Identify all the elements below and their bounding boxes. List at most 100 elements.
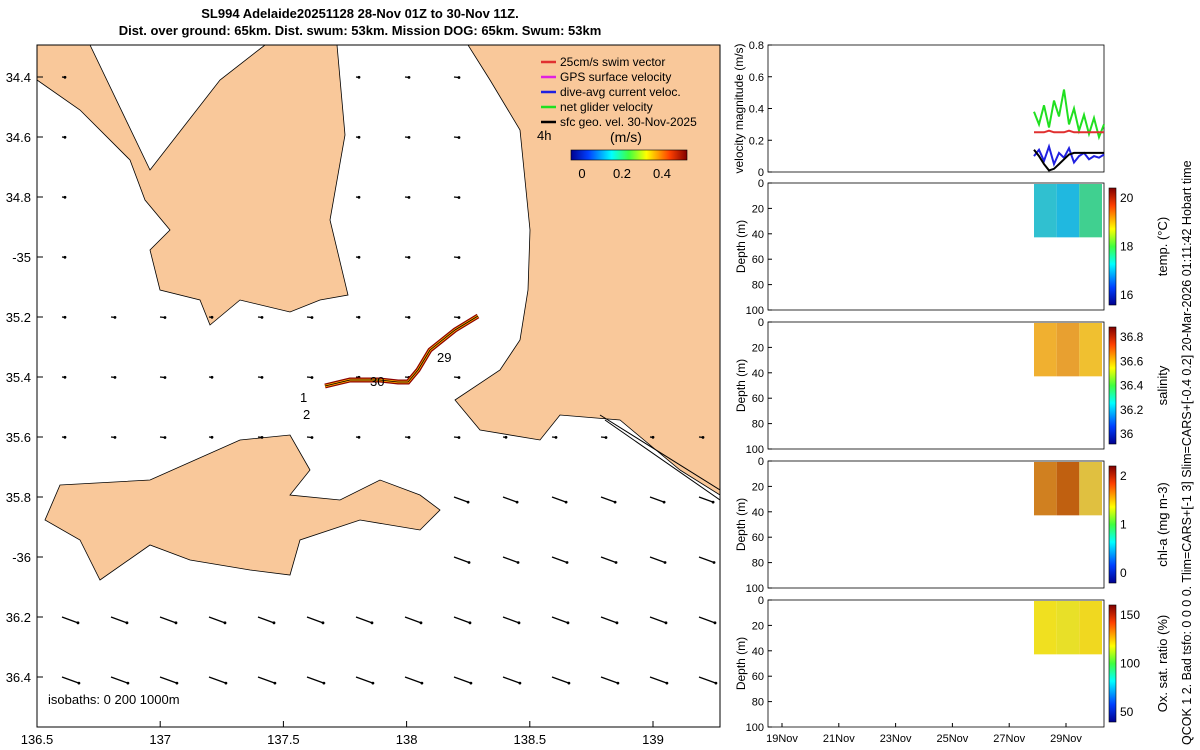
- y-axis-label: Depth (m): [734, 498, 748, 551]
- velocity-vector: [355, 616, 373, 624]
- time-tick-label: 29Nov: [1050, 733, 1082, 745]
- heatmap-cells: [1056, 601, 1080, 655]
- y-tick-label: 80: [752, 697, 764, 709]
- day-label-1: 1: [300, 390, 307, 405]
- y-tick-label: 40: [752, 646, 764, 658]
- vector-head: [613, 500, 617, 504]
- velocity-vector: [698, 616, 716, 624]
- vector-head: [604, 436, 608, 439]
- map-y-tick-label: -36: [12, 550, 31, 565]
- panel-colorbar: [1108, 604, 1117, 723]
- vector-head: [504, 435, 508, 439]
- y-tick-label: 60: [752, 671, 764, 683]
- vector-head: [272, 621, 276, 625]
- velocity-vector: [649, 556, 666, 564]
- map-y-tick-label: -35: [12, 250, 31, 265]
- velocity-vector: [600, 676, 619, 684]
- map-y-tick-label: 36.2: [6, 610, 31, 625]
- legend-label: net glider velocity: [560, 100, 653, 114]
- vector-head: [322, 681, 326, 685]
- vector-head: [113, 375, 117, 379]
- map-panel: 29 30 1 2 136.5 137 137.5 138 138.5 139 34.43…: [6, 44, 721, 747]
- series-line: [1034, 129, 1104, 134]
- panel-colorbar: [1108, 187, 1117, 306]
- vector-head: [63, 255, 67, 259]
- vector-head: [419, 621, 423, 625]
- y-tick-label: 60: [752, 393, 764, 405]
- velocity-vector: [502, 556, 519, 564]
- vector-head: [407, 135, 411, 139]
- vector-head: [310, 316, 314, 319]
- y-tick-label: 60: [752, 254, 764, 266]
- velocity-vector: [502, 616, 520, 624]
- vector-head: [76, 621, 80, 625]
- map-y-tick-label: 34.8: [6, 190, 31, 205]
- colorbar-unit: (m/s): [610, 129, 642, 145]
- vector-head: [518, 681, 522, 685]
- velocity-vector: [551, 556, 568, 564]
- velocity-vector: [208, 676, 227, 684]
- y-tick-label: 60: [752, 532, 764, 544]
- heatmap-cells: [1034, 184, 1057, 238]
- y-tick-label: 0.8: [749, 40, 764, 52]
- velocity-vector: [698, 496, 714, 503]
- map-x-tick-label: 137.5: [267, 732, 300, 747]
- day-label-29: 29: [437, 350, 451, 365]
- velocity-vector: [159, 676, 178, 684]
- velocity-vector: [551, 616, 569, 624]
- vector-head: [407, 255, 411, 259]
- title-line-2: Dist. over ground: 65km. Dist. swum: 53k…: [118, 23, 602, 38]
- map-y-tick-label: 34.4: [6, 70, 31, 85]
- velocity-vector: [551, 676, 570, 684]
- velocity-vector: [110, 616, 128, 624]
- colorbar-tick-label: 1: [1120, 518, 1127, 532]
- velocity-vector: [698, 676, 717, 684]
- panel-1: 0 20 40 60 80 100 Depth (m) 20 18 16 temp. (°C): [734, 178, 1170, 317]
- panel-colorbar: [1108, 326, 1117, 445]
- vector-head: [564, 500, 568, 504]
- vector-head: [466, 500, 470, 504]
- velocity-vector: [649, 496, 665, 503]
- vector-head: [711, 500, 715, 504]
- yorke-peninsula: [37, 45, 349, 326]
- vector-head: [357, 75, 361, 79]
- velocity-vector: [257, 616, 275, 624]
- vector-head: [407, 315, 411, 319]
- panel-frame: [767, 44, 1105, 173]
- y-tick-label: 0: [758, 595, 764, 607]
- series-line: [1033, 89, 1105, 141]
- y-tick-label: 0: [758, 178, 764, 190]
- vector-head: [469, 681, 473, 685]
- day-label-2: 2: [303, 407, 310, 422]
- vector-head: [163, 436, 167, 439]
- vector-head: [357, 315, 361, 319]
- vector-head: [163, 376, 167, 379]
- velocity-vector: [649, 616, 667, 624]
- velocity-vector: [649, 676, 668, 684]
- vector-head: [457, 376, 461, 379]
- colorbar-tick-label: 18: [1120, 240, 1134, 254]
- heatmap-cells: [1034, 601, 1057, 655]
- colorbar-label: Ox. sat. ratio (%): [1155, 615, 1170, 713]
- vector-head: [616, 681, 620, 685]
- vector-head: [567, 681, 571, 685]
- velocity-vector: [698, 556, 715, 564]
- map-x-tick-label: 138: [396, 732, 418, 747]
- velocity-vector: [306, 676, 325, 684]
- panel-3: 0 20 40 60 80 100 Depth (m) 2 1 0 chl-a (mg m-3): [734, 456, 1170, 595]
- velocity-vector: [453, 676, 472, 684]
- colorbar-tick-label: 36.8: [1120, 330, 1144, 344]
- colorbar-tick-label: 2: [1120, 469, 1127, 483]
- panel-4: 0 20 40 60 80 100 Depth (m) 150 100 50 Ox. sat. ra…: [734, 595, 1170, 734]
- vector-head: [357, 255, 361, 259]
- map-y-tick-label: 34.6: [6, 130, 31, 145]
- map-y-tick-label: 35.8: [6, 490, 31, 505]
- vector-head: [163, 316, 167, 319]
- vector-head: [77, 681, 81, 685]
- vector-head: [273, 681, 277, 685]
- legend-label: 25cm/s swim vector: [560, 55, 665, 69]
- vector-head: [321, 621, 325, 625]
- velocity-vector: [110, 676, 129, 684]
